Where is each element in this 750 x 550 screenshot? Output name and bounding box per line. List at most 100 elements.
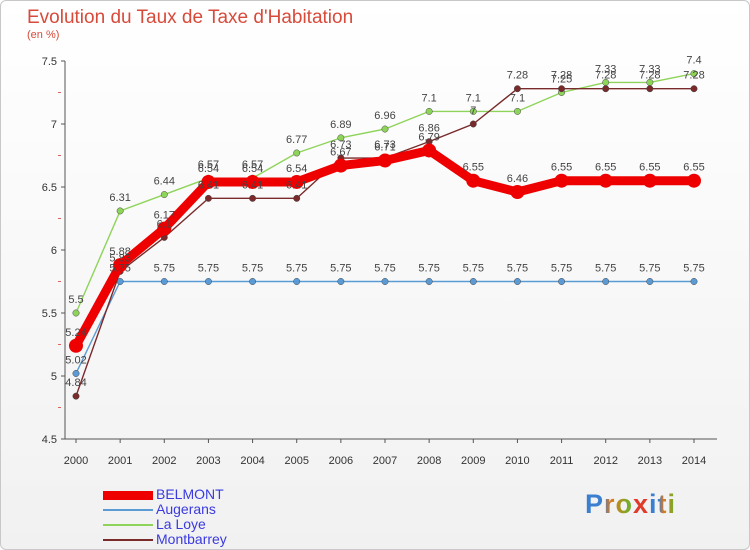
data-label: 5.75: [154, 263, 175, 275]
legend-label: Augerans: [156, 501, 216, 517]
data-point: [602, 278, 610, 285]
data-point: [602, 85, 610, 93]
data-label: 6.46: [507, 173, 528, 185]
data-label: 6.55: [551, 162, 572, 174]
y-tick-label: 5: [51, 371, 57, 383]
y-tick-label: 5.5: [42, 308, 57, 320]
data-label: 7.28: [683, 70, 704, 82]
data-point: [333, 158, 348, 173]
data-label: 6.57: [198, 159, 219, 171]
legend-swatch: [103, 491, 153, 500]
legend-swatch: [103, 539, 153, 541]
x-tick-label: 2005: [284, 455, 308, 467]
data-point: [690, 70, 698, 78]
data-label: 5.75: [330, 263, 351, 275]
series-line-augerans: [75, 280, 695, 375]
x-tick-label: 2014: [682, 455, 706, 467]
data-label: 6.67: [330, 147, 351, 159]
data-point: [513, 85, 521, 93]
data-point: [425, 278, 433, 285]
data-point: [687, 173, 701, 188]
data-label: 7.28: [507, 70, 528, 82]
data-label: 5.75: [639, 263, 660, 275]
data-label: 5.75: [507, 263, 528, 275]
data-label: 5.75: [374, 263, 395, 275]
data-label: 5.75: [242, 263, 263, 275]
legend-label: Montbarrey: [156, 531, 227, 547]
data-label: 6.54: [286, 163, 307, 175]
data-point: [157, 221, 172, 236]
data-point: [469, 278, 477, 285]
data-label: 6.54: [198, 163, 219, 175]
data-point: [113, 258, 128, 273]
data-label: 5.75: [683, 263, 704, 275]
data-point: [378, 153, 392, 168]
data-point: [293, 194, 301, 202]
data-label: 6.54: [242, 163, 263, 175]
data-label: 6.71: [374, 142, 395, 154]
data-point: [558, 278, 566, 285]
data-label: 6.41: [198, 179, 219, 191]
data-label: 7: [470, 105, 476, 117]
data-point: [425, 107, 433, 115]
data-label: 6.89: [330, 119, 351, 131]
chart-subtitle: (en %): [27, 29, 60, 41]
chart-title: Evolution du Taux de Taxe d'Habitation: [27, 7, 354, 28]
x-tick-label: 2006: [329, 455, 353, 467]
data-label: 7.25: [551, 74, 572, 86]
data-point: [72, 392, 80, 400]
data-label: 6.77: [286, 134, 307, 146]
data-point: [381, 278, 389, 285]
data-label: 4.84: [65, 377, 86, 389]
data-label: 6.1: [157, 218, 172, 230]
data-label: 7.28: [595, 70, 616, 82]
data-label: 6.31: [109, 192, 130, 204]
data-label: 7.28: [639, 70, 660, 82]
data-point: [204, 278, 212, 285]
data-point: [422, 143, 437, 158]
series-line-montbarrey: [75, 88, 695, 397]
data-point: [249, 194, 257, 202]
data-label: 6.17: [154, 210, 175, 222]
data-label: 7.33: [639, 63, 660, 75]
x-tick-label: 2001: [108, 455, 132, 467]
data-point: [598, 173, 613, 188]
data-point: [513, 107, 521, 115]
x-tick-label: 2003: [196, 455, 220, 467]
data-point: [293, 278, 301, 285]
data-point: [554, 173, 569, 188]
data-label: 5.75: [109, 263, 130, 275]
data-point: [513, 278, 521, 285]
data-label: 5.75: [286, 263, 307, 275]
legend-swatch: [103, 509, 153, 511]
data-label: 7.1: [421, 92, 436, 104]
logo-text-x: x: [633, 489, 650, 519]
y-tick-label: 7: [51, 119, 57, 131]
data-point: [558, 85, 566, 93]
data-point: [69, 338, 83, 353]
data-point: [469, 107, 477, 115]
data-point: [510, 185, 525, 200]
x-tick-label: 2011: [550, 455, 574, 467]
x-tick-label: 2004: [240, 455, 264, 467]
data-label: 6.96: [374, 110, 395, 122]
y-tick-label: 6.5: [42, 182, 57, 194]
data-label: 5.75: [418, 263, 439, 275]
y-tick-label: 4.5: [42, 434, 57, 446]
data-point: [337, 278, 345, 285]
x-tick-label: 2010: [505, 455, 529, 467]
x-tick-label: 2012: [593, 455, 617, 467]
data-label: 6.41: [286, 179, 307, 191]
logo-text-after: iti: [649, 489, 677, 519]
data-label: 7.1: [510, 92, 525, 104]
data-point: [466, 173, 481, 188]
logo-text-before: Pro: [585, 489, 634, 519]
data-point: [201, 174, 216, 189]
data-label: 6.57: [242, 159, 263, 171]
data-label: 7.33: [595, 63, 616, 75]
legend-swatch: [103, 524, 153, 526]
data-label: 6.73: [374, 139, 395, 151]
data-point: [289, 174, 304, 189]
data-point: [337, 134, 345, 142]
data-point: [690, 85, 698, 93]
